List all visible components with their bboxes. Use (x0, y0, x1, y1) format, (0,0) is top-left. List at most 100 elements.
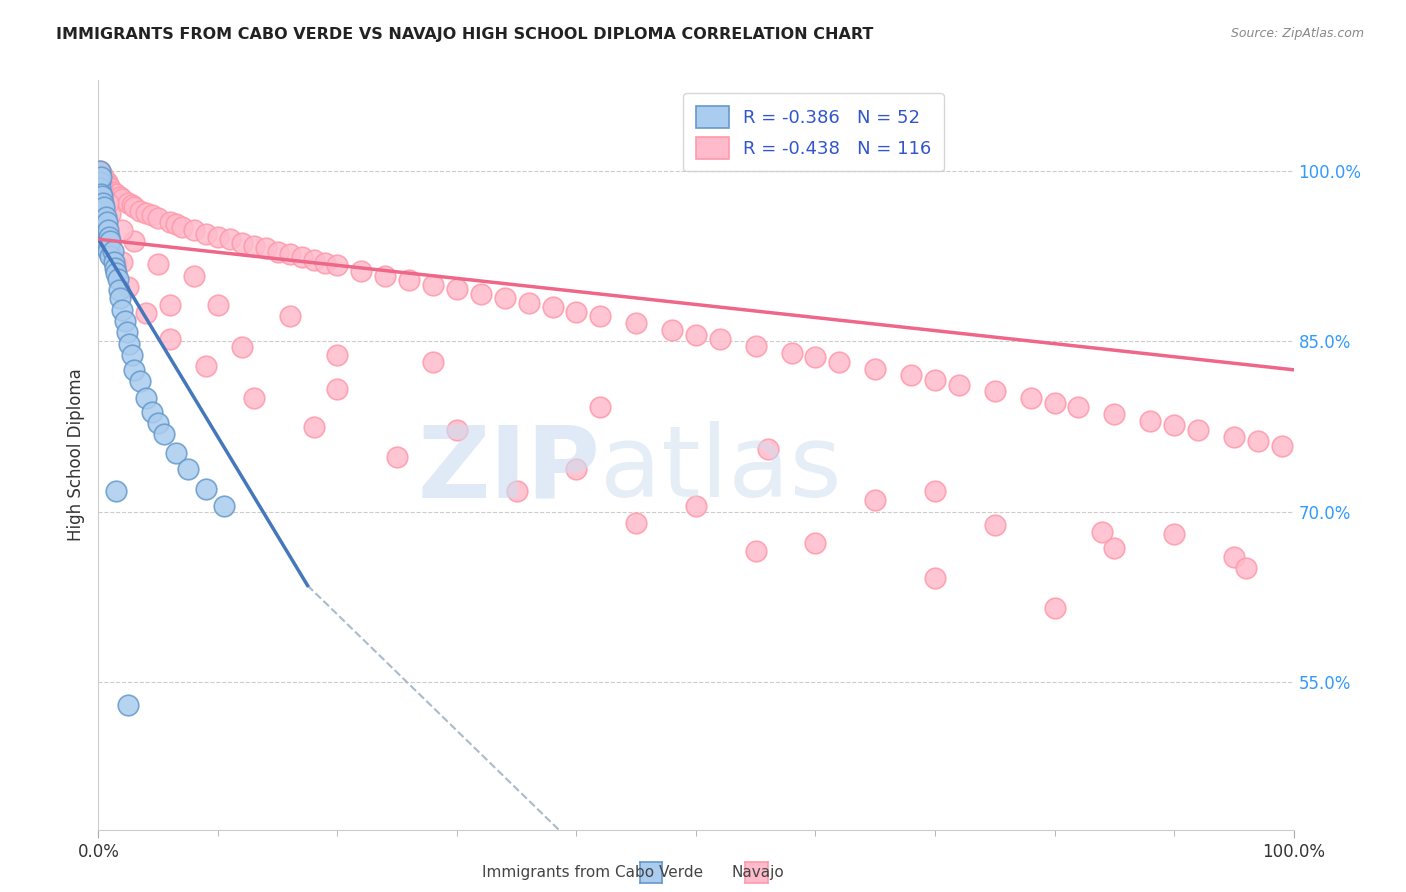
Point (153, 427, 176, 442)
Point (90, 169, 112, 184)
Point (108, 190, 131, 204)
Point (183, 268, 205, 283)
Point (98, 181, 122, 195)
Point (93, 201, 115, 215)
Point (1104, 407, 1126, 421)
Point (91, 211, 114, 226)
Point (98, 230, 121, 244)
Point (243, 391, 266, 405)
Point (924, 570, 946, 584)
Point (129, 374, 152, 388)
Point (89, 193, 111, 207)
Point (231, 340, 253, 354)
Point (1043, 395, 1066, 409)
Point (177, 461, 200, 475)
Point (135, 391, 157, 405)
Point (105, 186, 128, 201)
Point (93, 220, 115, 235)
Point (90, 203, 112, 218)
Point (302, 419, 325, 434)
Point (1223, 430, 1246, 444)
Point (541, 301, 564, 315)
Point (159, 332, 181, 346)
Point (94, 210, 117, 224)
Point (98, 244, 122, 258)
Point (90, 166, 112, 180)
Point (90, 210, 112, 224)
Point (135, 206, 157, 220)
Point (212, 499, 235, 513)
Point (291, 251, 314, 265)
Point (96, 176, 118, 190)
Point (165, 445, 187, 459)
Point (105, 484, 128, 499)
Point (661, 323, 683, 337)
Point (626, 316, 648, 330)
Point (121, 198, 143, 212)
Point (589, 310, 612, 324)
Point (183, 223, 205, 237)
Point (91, 232, 114, 246)
Point (117, 280, 139, 294)
Point (141, 405, 163, 419)
Point (91, 227, 114, 241)
Point (105, 266, 128, 280)
Text: atlas: atlas (600, 421, 842, 518)
Point (517, 295, 540, 310)
Point (1043, 601, 1066, 615)
Point (91, 219, 114, 233)
Point (159, 298, 181, 312)
Text: Source: ZipAtlas.com: Source: ZipAtlas.com (1230, 27, 1364, 40)
Point (385, 450, 409, 465)
Text: Navajo: Navajo (731, 865, 785, 880)
Point (900, 368, 922, 383)
Point (1139, 414, 1161, 428)
Point (422, 277, 444, 292)
Point (984, 518, 1007, 533)
Point (446, 282, 468, 296)
Point (219, 232, 242, 246)
Point (89, 181, 111, 195)
Point (114, 314, 136, 328)
Point (148, 416, 170, 430)
Point (278, 310, 301, 324)
Text: IMMIGRANTS FROM CABO VERDE VS NAVAJO HIGH SCHOOL DIPLOMA CORRELATION CHART: IMMIGRANTS FROM CABO VERDE VS NAVAJO HIG… (56, 27, 873, 42)
Point (103, 255, 125, 269)
Point (111, 223, 134, 237)
Point (97, 178, 120, 192)
Point (745, 544, 768, 558)
Point (108, 291, 131, 305)
Point (148, 211, 170, 225)
Point (124, 235, 146, 249)
Text: Immigrants from Cabo Verde: Immigrants from Cabo Verde (482, 865, 703, 880)
Point (195, 227, 218, 241)
Point (90, 215, 112, 229)
Point (1223, 550, 1246, 565)
Point (90, 198, 112, 212)
Point (97, 223, 120, 237)
Point (254, 241, 277, 255)
Point (470, 286, 492, 301)
Point (506, 484, 529, 499)
Point (101, 185, 124, 199)
Y-axis label: High School Diploma: High School Diploma (66, 368, 84, 541)
Point (1247, 434, 1270, 449)
Point (745, 339, 768, 353)
Point (1163, 527, 1185, 541)
Point (124, 201, 146, 215)
Point (111, 193, 134, 207)
Point (91, 168, 114, 182)
Point (231, 235, 253, 250)
Point (243, 239, 266, 253)
Point (165, 218, 187, 232)
Point (96, 235, 118, 249)
Legend: R = -0.386   N = 52, R = -0.438   N = 116: R = -0.386 N = 52, R = -0.438 N = 116 (683, 93, 943, 171)
Point (115, 326, 138, 340)
Point (91, 203, 114, 218)
Point (326, 258, 349, 272)
Point (91, 178, 114, 192)
Point (91, 195, 114, 210)
Point (374, 268, 396, 283)
Point (685, 499, 707, 513)
Point (1091, 525, 1114, 540)
